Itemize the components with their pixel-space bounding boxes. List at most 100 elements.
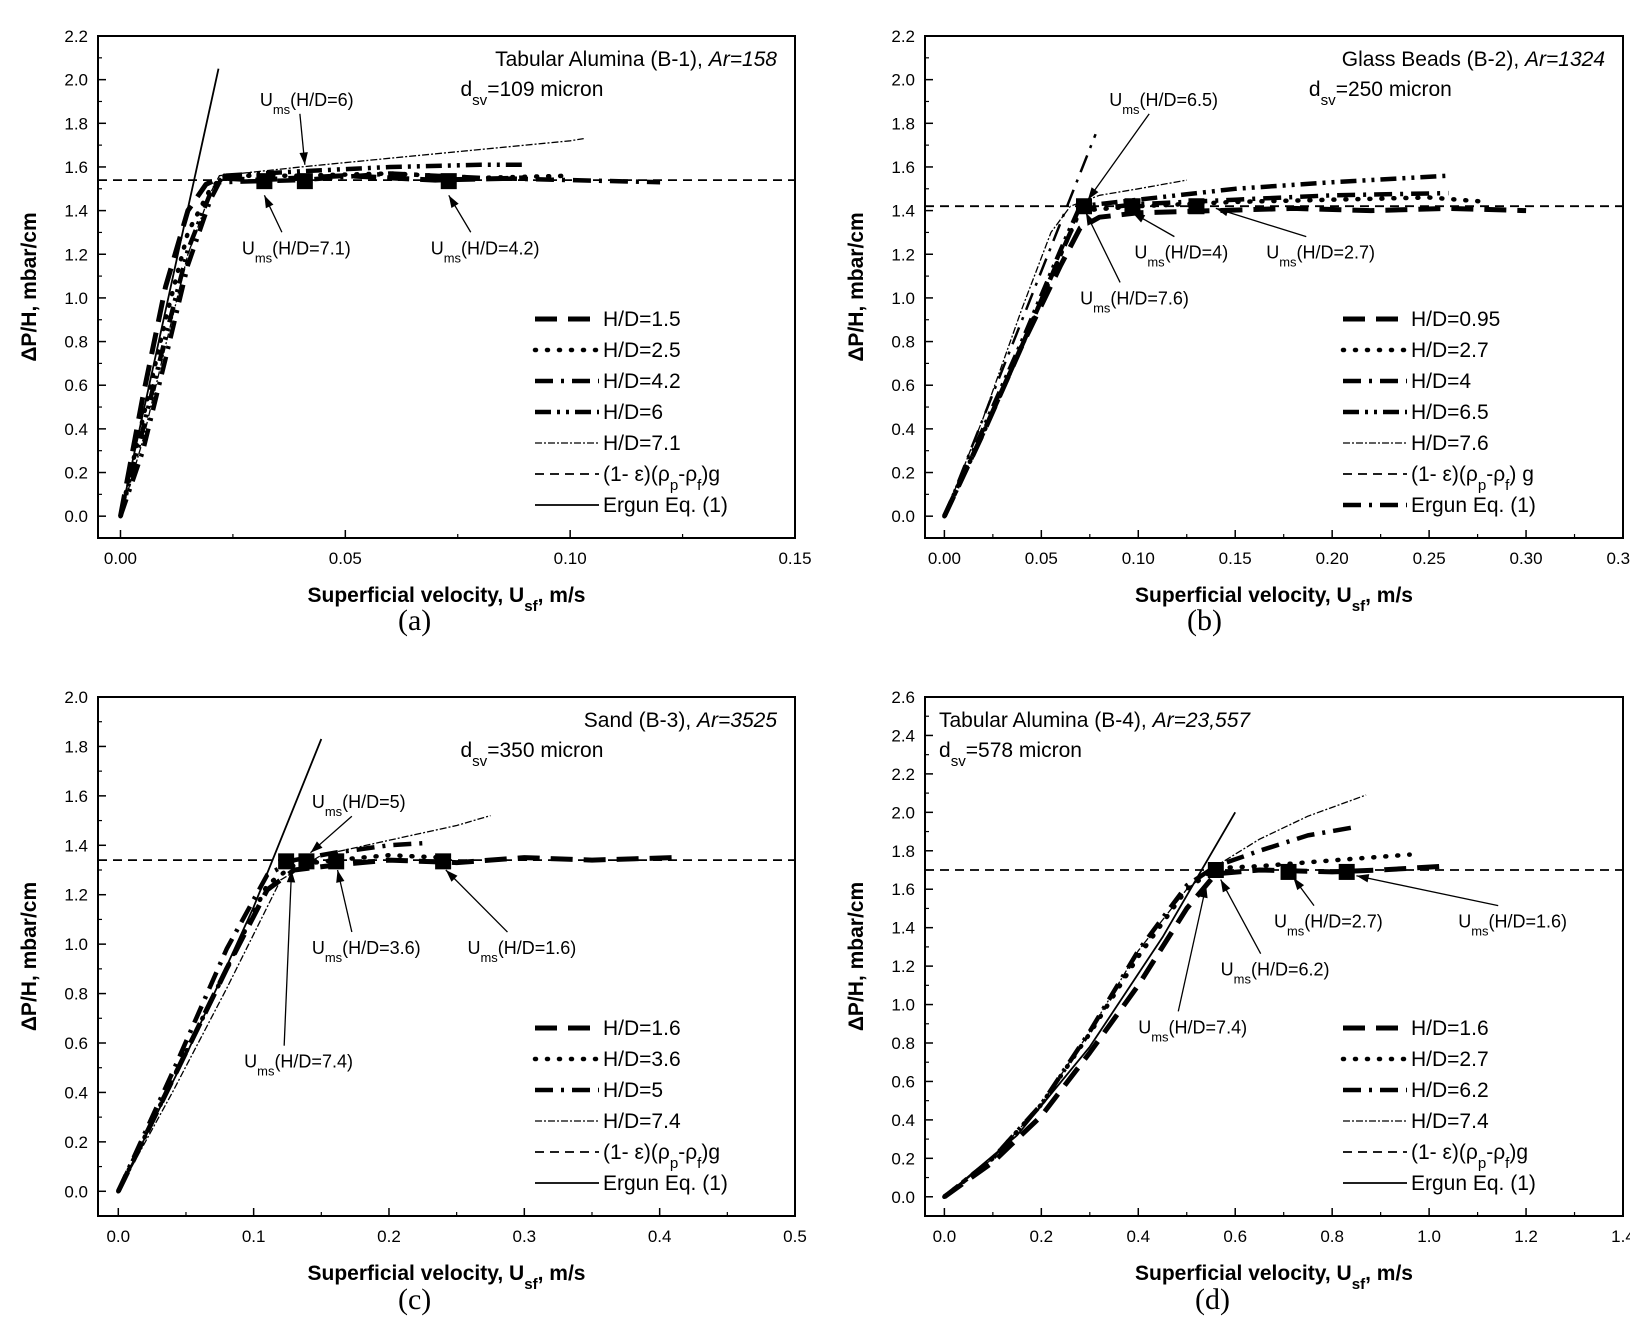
x-axis-label: Superficial velocity, Usf, m/s [308,1262,586,1293]
y-tick-label: 0.0 [891,1188,915,1207]
series-line-2 [942,852,1412,1200]
y-tick-label: 1.2 [891,245,915,264]
y-tick-label: 0.6 [891,1072,915,1091]
legend-label: H/D=2.7 [1411,1048,1489,1071]
y-tick-label: 1.6 [891,880,915,899]
series-line-6 [943,811,1236,1198]
y-tick-label: 2.2 [64,27,88,46]
plot-frame [97,35,796,539]
caption-c: (c) [398,1283,432,1316]
y-tick-label: 0.2 [64,1133,88,1152]
y-tick-label: 0.0 [64,1182,88,1201]
ums-marker [296,173,313,190]
legend-label: Ergun Eq. (1) [1411,1172,1536,1195]
series-line-3 [943,825,1352,1199]
legend-label: H/D=1.6 [1411,1017,1489,1040]
y-tick-label: 0.6 [64,376,88,395]
annotation-label: Ums(H/D=7.4) [1138,1017,1247,1044]
annotation-arrow-head [1293,877,1305,891]
x-tick-label: 0.6 [1223,1227,1247,1246]
y-tick-label: 0.2 [891,464,915,483]
y-tick-label: 2.0 [64,71,88,90]
series-group [98,68,795,519]
series-line-2 [118,171,573,519]
y-tick-label: 0.8 [891,1034,915,1053]
legend-label: H/D=2.5 [603,339,681,362]
x-tick-label: 0.3 [513,1227,537,1246]
caption-b: (b) [1187,604,1222,637]
y-axis-label: ΔP/H, mbar/cm [18,882,41,1031]
chart-title: Sand (B-3), Ar=3525 [584,709,778,732]
legend-label: (1- ε)(ρp-ρf) g [1411,463,1534,494]
y-tick-label: 0.4 [64,1083,88,1102]
x-tick-label: 0.1 [242,1227,266,1246]
annotation-label: Ums(H/D=6.5) [1109,90,1218,117]
chart-subtitle: dsv=250 micron [1309,78,1452,109]
annotation-arrow-line [1087,113,1150,201]
y-tick-label: 0.2 [891,1149,915,1168]
x-axis-label: Superficial velocity, Usf, m/s [1135,1262,1413,1293]
chart-title: Glass Beads (B-2), Ar=1324 [1342,48,1605,71]
y-axis-label: ΔP/H, mbar/cm [845,212,868,361]
y-tick-label: 2.2 [891,27,915,46]
x-tick-label: 0.25 [1413,549,1446,568]
annotation-arrow-head [1085,212,1096,226]
chart-subtitle: dsv=578 micron [939,739,1082,770]
y-tick-label: 0.8 [64,333,88,352]
series-line-2 [116,852,446,1194]
annotation-label: Ums(H/D=6.2) [1221,960,1330,987]
ums-marker [1338,863,1355,880]
y-tick-label: 0.8 [891,333,915,352]
y-tick-label: 1.8 [891,114,915,133]
x-tick-label: 0.10 [1122,549,1155,568]
y-tick-label: 1.8 [64,737,88,756]
series-line-7 [119,68,220,517]
x-tick-label: 0.30 [1510,549,1543,568]
y-tick-label: 1.0 [891,996,915,1015]
x-tick-label: 0.4 [648,1227,672,1246]
plot-frame [924,35,1624,539]
y-tick-label: 0.6 [64,1034,88,1053]
y-tick-label: 1.2 [64,886,88,905]
series-group [98,738,795,1194]
y-axis-label: ΔP/H, mbar/cm [18,212,41,361]
legend-label: H/D=7.6 [1411,432,1489,455]
x-tick-label: 0.2 [377,1227,401,1246]
x-axis-label: Superficial velocity, Usf, m/s [1135,584,1413,615]
y-tick-label: 0.8 [64,985,88,1004]
annotation-arrow-head [310,841,323,853]
legend-label: H/D=4.2 [603,370,681,393]
series-line-4 [117,814,491,1192]
x-tick-label: 0.00 [928,549,961,568]
annotation-arrow-line [1215,207,1307,238]
annotation-arrow-head [448,195,459,209]
legend-label: H/D=6 [603,401,663,424]
chart-subtitle: dsv=109 micron [460,78,603,109]
annotation-label: Ums(H/D=3.6) [312,938,421,965]
annotation-arrow-head [1087,187,1099,200]
annotation-label: Ums(H/D=7.1) [242,238,351,265]
annotation-arrow-head [1132,212,1146,223]
chart-panel-a: 0.00 0.05 0.10 0.15 0.0 0.2 0.4 0.6 0.8 1.0 1.2 1.4… [0,0,815,671]
ums-marker [1075,198,1092,215]
y-tick-label: 2.6 [891,688,915,707]
ums-marker [440,173,457,190]
x-tick-label: 0.20 [1316,549,1349,568]
x-tick-label: 1.4 [1611,1227,1630,1246]
legend-label: H/D=7.4 [603,1110,681,1133]
chart-title: Tabular Alumina (B-4), Ar=23,557 [939,709,1251,732]
ums-marker [1188,198,1205,215]
chart-panel-d: 0.0 0.2 0.4 0.6 0.8 1.0 1.2 1.4 0.0 0.2 0.4 0.6 0.8 1… [815,671,1630,1342]
legend-label: Ergun Eq. (1) [603,494,728,517]
plot-frame [97,696,796,1217]
x-tick-label: 0.8 [1320,1227,1344,1246]
annotation-arrow-head [264,195,274,209]
ums-marker [298,853,315,870]
legend-label: Ergun Eq. (1) [603,1172,728,1195]
legend-label: (1- ε)(ρp-ρf)g [1411,1141,1528,1172]
y-tick-label: 1.8 [64,114,88,133]
annotation-arrow-head [445,870,458,882]
y-tick-label: 2.2 [891,765,915,784]
y-axis-label: ΔP/H, mbar/cm [845,882,868,1031]
annotation-label: Ums(H/D=2.7) [1266,243,1375,270]
